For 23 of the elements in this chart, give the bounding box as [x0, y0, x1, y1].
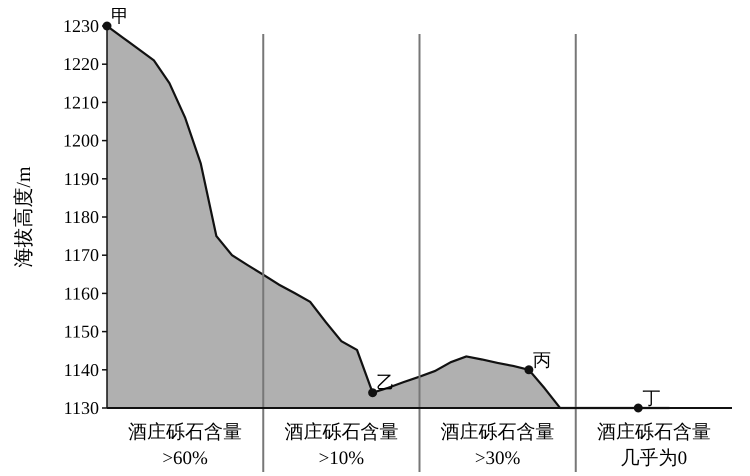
y-tick-label: 1220 [63, 54, 99, 74]
point [368, 388, 378, 398]
point [634, 404, 643, 412]
data-label: 乙 [376, 372, 395, 393]
y-tick-label: 1150 [64, 322, 99, 342]
point [524, 365, 534, 374]
y-tick-label: 1130 [64, 398, 99, 418]
y-tick-label: 1140 [64, 360, 99, 380]
text: 酒庄砾石含量几乎为0 [596, 421, 711, 469]
y-tick-label: 1190 [64, 168, 99, 189]
y-tick-label: 1170 [64, 245, 99, 266]
data-label: 丁 [642, 388, 660, 408]
y-tick-label: 1210 [63, 92, 99, 112]
y-tick-label: 1180 [64, 207, 99, 227]
text: 酒庄砾石含量>30% [440, 421, 555, 469]
y-tick-label: 1200 [63, 130, 99, 151]
data-label: 丙 [532, 350, 551, 370]
y-axis-title: 海拔高度/m [12, 166, 35, 268]
text: 酒庄砾石含量>60% [128, 421, 242, 469]
text: 酒庄砾石含量>10% [284, 421, 398, 469]
y-tick-label: 1160 [64, 283, 99, 304]
data-label: 甲 [111, 6, 129, 26]
y-tick-label: 1230 [63, 16, 99, 36]
